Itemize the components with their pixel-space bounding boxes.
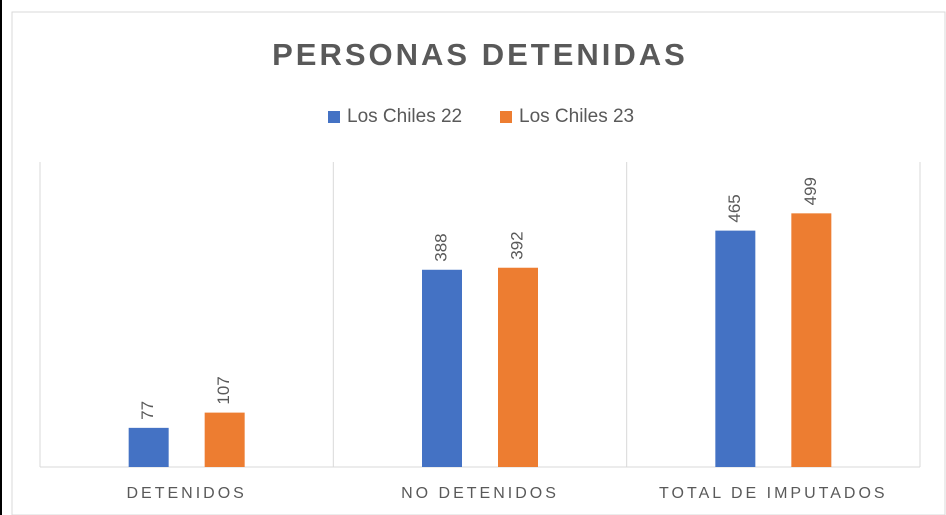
legend-label: Los Chiles 22 <box>347 106 462 127</box>
x-tick-label: NO DETENIDOS <box>401 485 559 502</box>
data-label: 77 <box>138 401 157 420</box>
bar <box>128 427 169 467</box>
bar <box>422 269 462 467</box>
legend-swatch <box>500 111 512 123</box>
x-tick-label: TOTAL DE IMPUTADOS <box>659 485 888 502</box>
chart-title: PERSONAS DETENIDAS <box>272 37 688 72</box>
data-label: 388 <box>431 233 450 261</box>
bar <box>204 412 245 467</box>
x-tick-label: DETENIDOS <box>126 485 246 502</box>
data-label: 499 <box>801 177 820 205</box>
bar <box>498 267 538 467</box>
data-label: 392 <box>507 231 526 259</box>
legend-label: Los Chiles 23 <box>519 106 634 127</box>
data-label: 107 <box>214 376 233 404</box>
legend-swatch <box>328 111 340 123</box>
bar <box>791 213 832 467</box>
data-label: 465 <box>725 194 744 222</box>
bar <box>715 230 756 467</box>
